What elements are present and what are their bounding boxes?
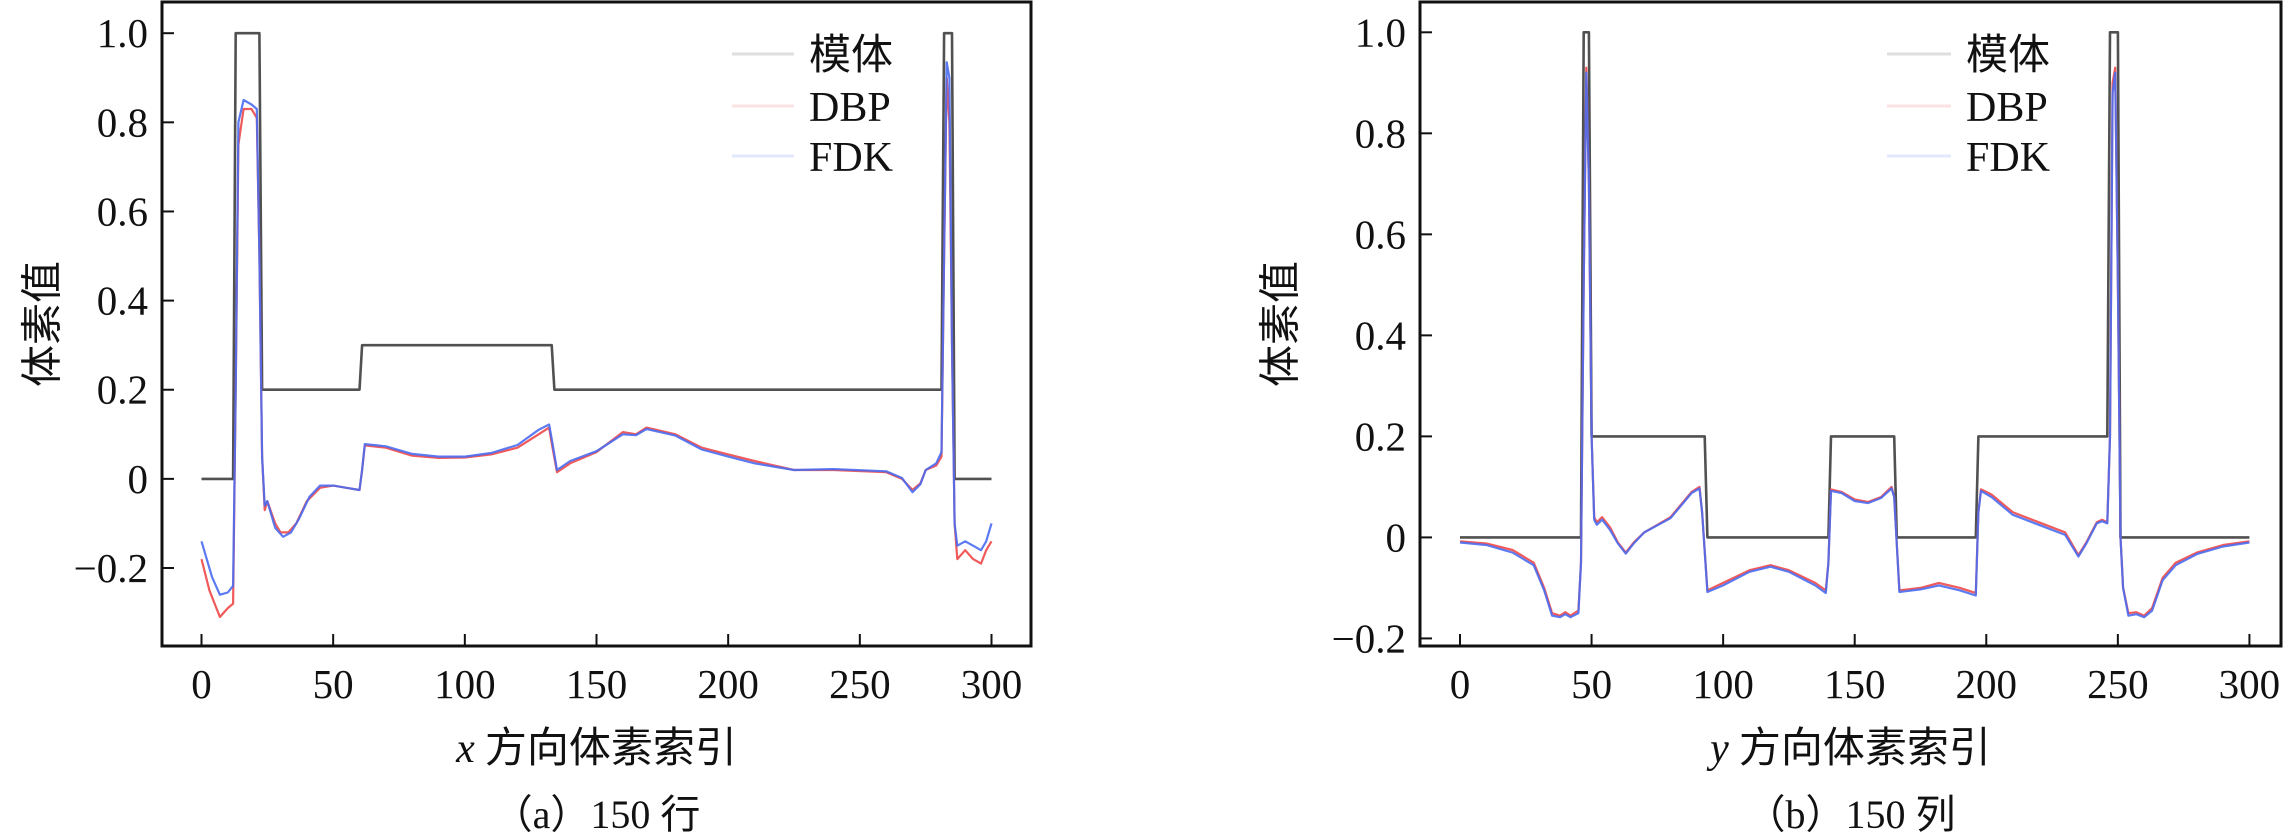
y-tick-label: 1.0 <box>97 10 148 56</box>
y-tick-label: −0.2 <box>1332 615 1406 661</box>
y-tick-label: −0.2 <box>74 545 148 591</box>
series-line-fdk <box>1459 71 2250 619</box>
subfigure-caption: （a）150 行 <box>493 792 701 837</box>
y-tick-label: 0.8 <box>97 99 148 145</box>
legend-label: 模体 <box>1966 33 2050 79</box>
x-tick-label: 0 <box>1450 661 1471 707</box>
x-tick-label: 150 <box>566 661 628 707</box>
x-axis-label: x 方向体素索引 <box>455 726 737 772</box>
x-tick-label: 200 <box>697 661 759 707</box>
x-axis-variable: y <box>1706 726 1729 772</box>
x-tick-label: 300 <box>961 661 1023 707</box>
x-tick-label: 0 <box>191 661 212 707</box>
x-tick-label: 300 <box>2219 661 2281 707</box>
legend-label: DBP <box>809 85 891 131</box>
series-line-dbp <box>1459 66 2250 617</box>
subfigure-caption: （b）150 列 <box>1746 792 1956 837</box>
legend-label: FDK <box>1966 135 2050 181</box>
y-tick-label: 0.4 <box>1355 312 1406 358</box>
y-tick-label: 0 <box>128 456 149 502</box>
y-tick-label: 0.4 <box>97 278 148 324</box>
y-tick-label: 0.6 <box>1355 211 1406 257</box>
x-tick-label: 250 <box>829 661 891 707</box>
x-tick-label: 50 <box>1571 661 1612 707</box>
y-tick-label: 0.2 <box>97 367 148 413</box>
x-tick-label: 250 <box>2087 661 2149 707</box>
legend-label: DBP <box>1966 85 2048 131</box>
legend-label: FDK <box>809 135 893 181</box>
x-axis-label-text: 方向体素索引 <box>1739 726 1991 772</box>
y-axis-label: 体素值 <box>21 261 67 387</box>
chart-panel-b: 0 50 100 150 200 250 300 −0.2 0 0.2 0.4 0.6 0.8 1.0 体素… <box>1259 0 2283 837</box>
x-axis-variable: x <box>455 726 475 772</box>
y-tick-label: 0.6 <box>97 188 148 234</box>
series-line-fdk <box>200 61 993 596</box>
axes-frame <box>160 0 1033 648</box>
y-tick-label: 0.2 <box>1355 413 1406 459</box>
x-tick-label: 100 <box>1692 661 1754 707</box>
axes-frame <box>1418 0 2283 648</box>
y-tick-label: 1.0 <box>1355 9 1406 55</box>
y-tick-label: 0.8 <box>1355 110 1406 156</box>
x-axis-label-text: 方向体素索引 <box>485 726 737 772</box>
x-tick-label: 100 <box>434 661 496 707</box>
x-tick-label: 200 <box>1956 661 2018 707</box>
x-tick-label: 150 <box>1824 661 1886 707</box>
x-tick-label: 50 <box>313 661 354 707</box>
series-line-phantom <box>201 31 992 481</box>
series-line-phantom <box>1460 30 2250 539</box>
y-axis-label: 体素值 <box>1259 261 1305 387</box>
y-tick-label: 0 <box>1386 514 1407 560</box>
legend-label: 模体 <box>809 33 893 79</box>
x-axis-label: y 方向体素索引 <box>1706 726 1991 772</box>
chart-panel-a: 0 50 100 150 200 250 300 −0.2 0 0.2 0.4 0.6 0.8 1.0 体素… <box>21 0 1033 837</box>
